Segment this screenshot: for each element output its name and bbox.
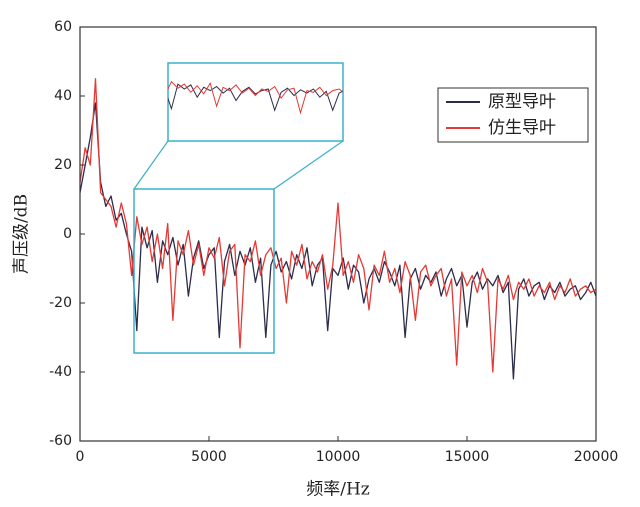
- series-line: [80, 102, 596, 380]
- y-axis-label: 声压级/dB: [12, 194, 32, 274]
- x-tick-label: 15000: [445, 449, 490, 465]
- inset-plot: [168, 80, 343, 115]
- x-tick-label: 20000: [574, 449, 619, 465]
- legend-label: 仿生导叶: [488, 118, 556, 138]
- y-tick-label: 0: [63, 226, 72, 242]
- legend: [437, 87, 589, 143]
- zoom-connector: [133, 140, 169, 190]
- plot-area: [80, 78, 596, 380]
- x-tick-label: 5000: [191, 449, 227, 465]
- series-line: [80, 78, 596, 373]
- y-tick-label: 20: [54, 157, 72, 173]
- x-tick-label: 0: [76, 449, 85, 465]
- zoom-connector: [273, 140, 344, 190]
- y-tick-label: 60: [54, 19, 72, 35]
- inset-box: [167, 62, 344, 142]
- legend-label: 原型导叶: [488, 92, 556, 112]
- x-axis-label: 频率/Hz: [306, 480, 370, 500]
- y-tick-label: -40: [49, 364, 72, 380]
- y-tick-label: -20: [49, 295, 72, 311]
- x-tick-label: 10000: [316, 449, 361, 465]
- inset-line: [168, 80, 343, 115]
- inset-line: [168, 83, 343, 112]
- zoom-box: [133, 188, 275, 354]
- y-tick-label: 40: [54, 88, 72, 104]
- y-tick-label: -60: [49, 433, 72, 449]
